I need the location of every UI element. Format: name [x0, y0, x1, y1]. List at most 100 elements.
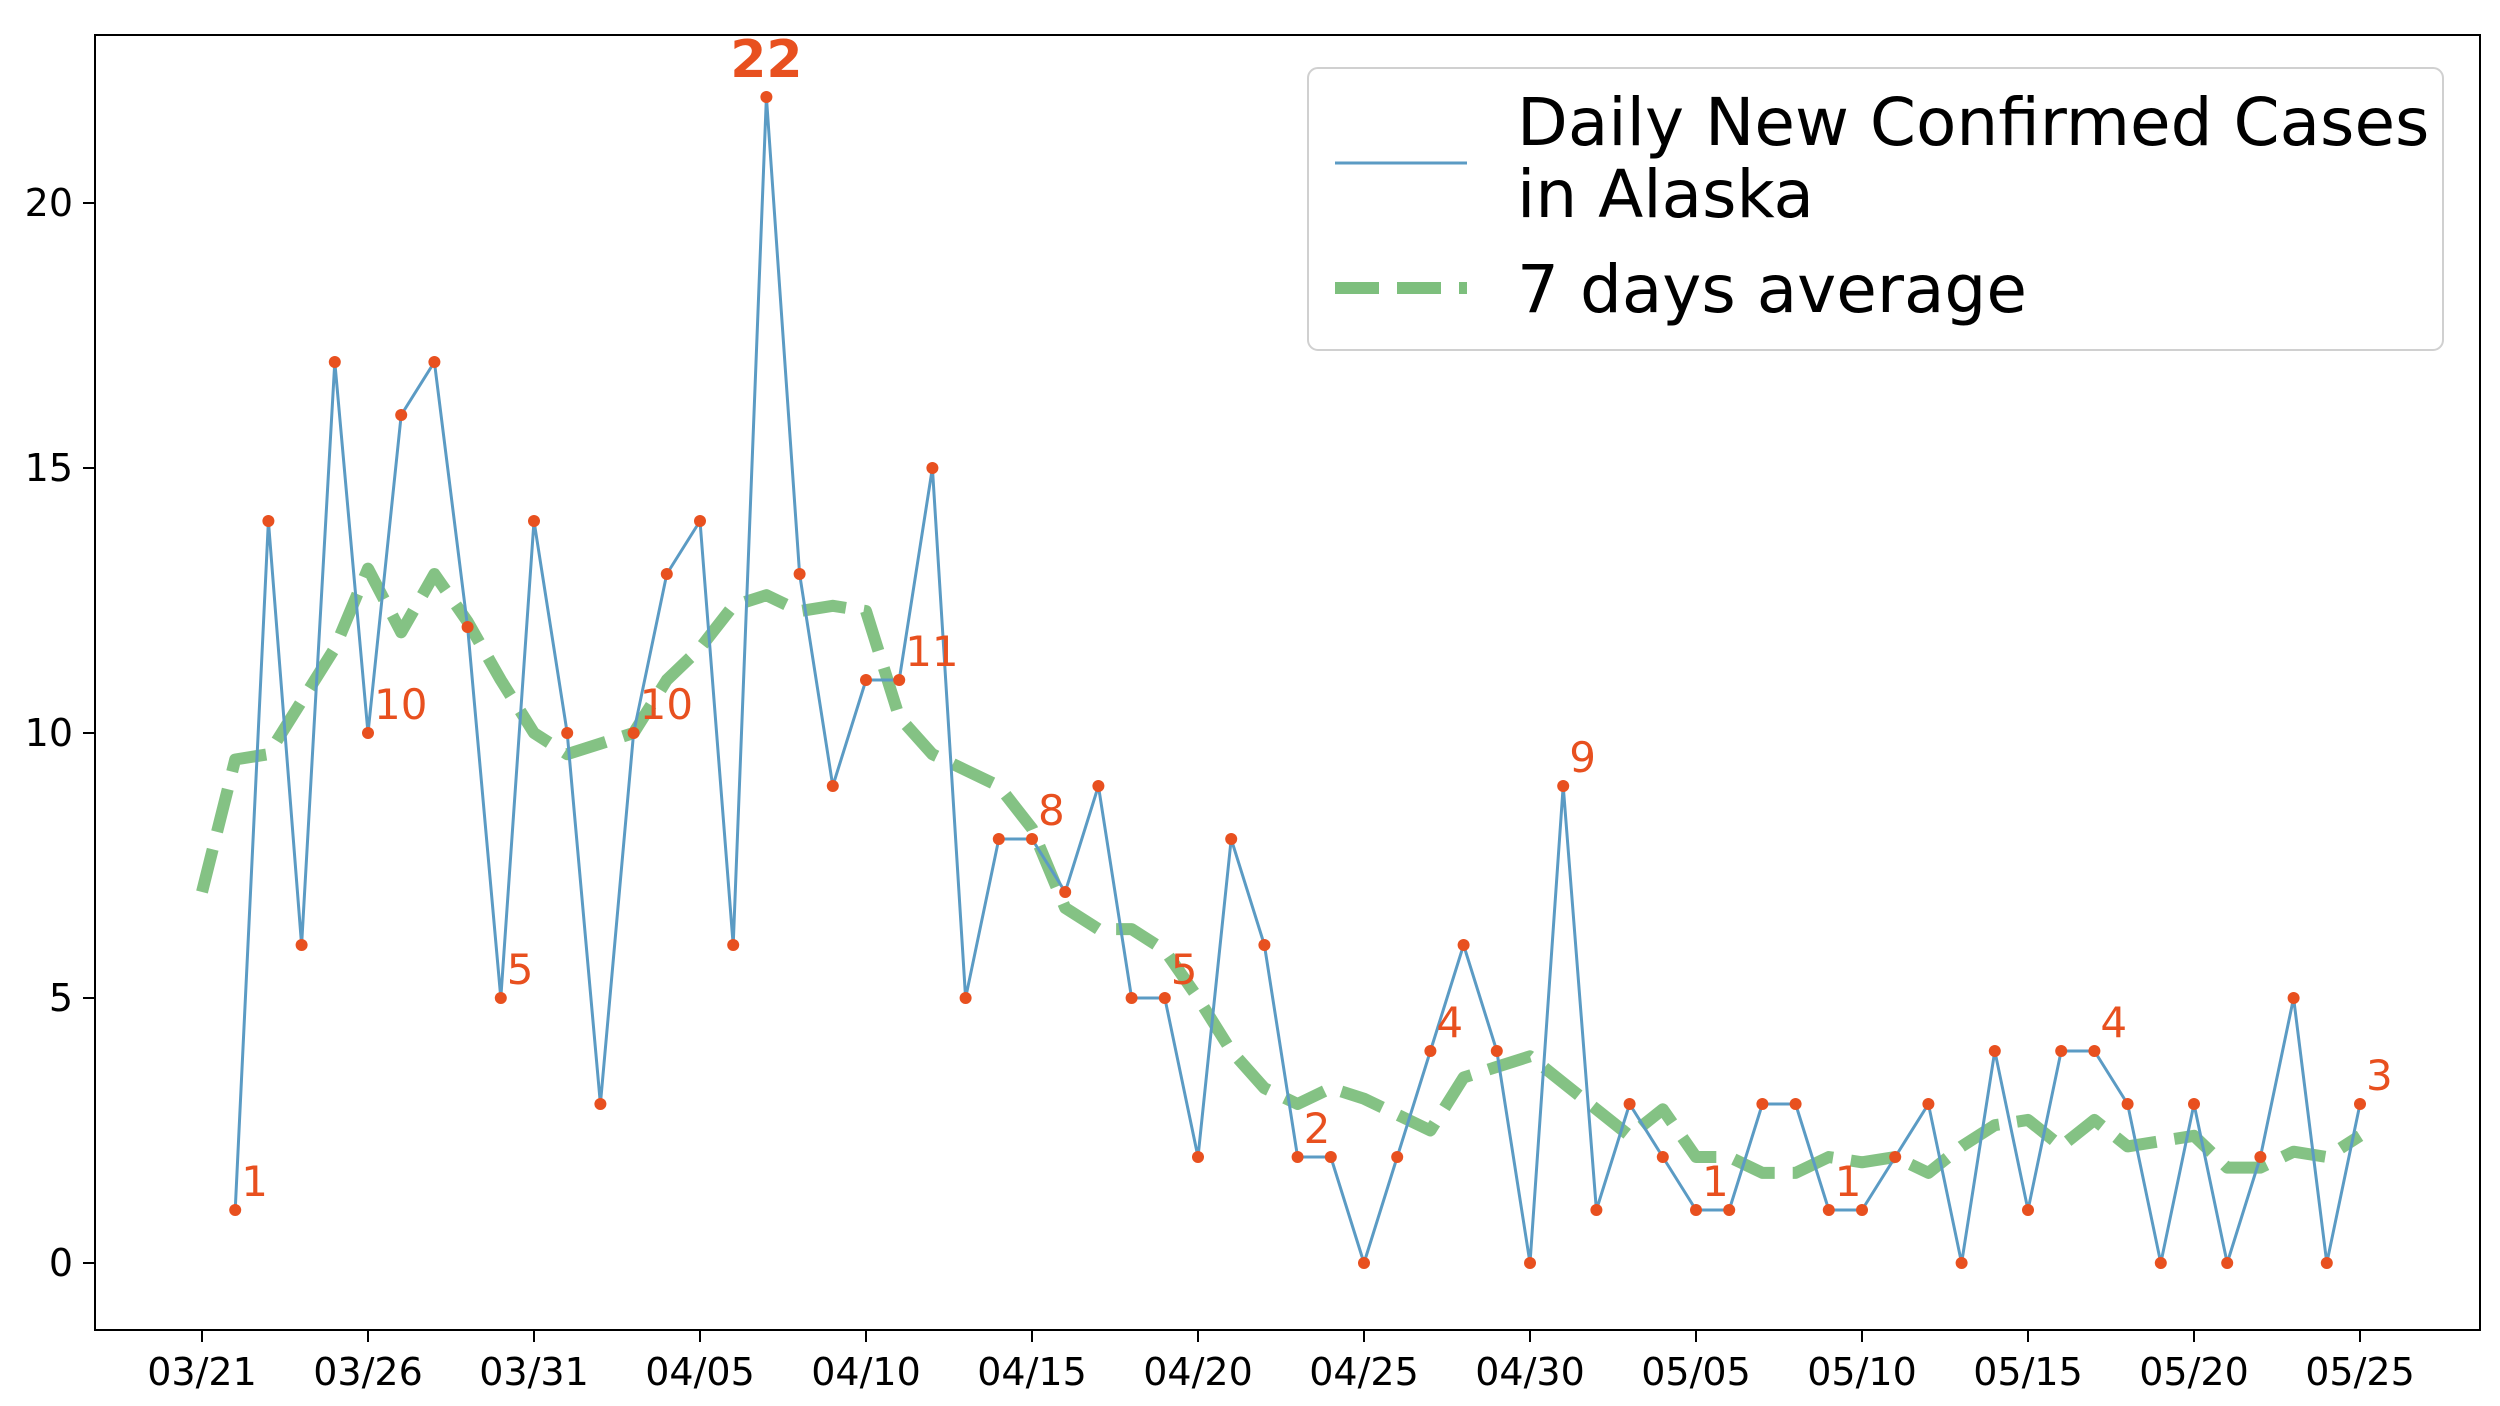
data-annotation: 1: [241, 1157, 268, 1206]
legend-label-daily-cases-line2: in Alaska: [1517, 156, 1814, 233]
data-point: [1490, 1045, 1503, 1057]
data-annotation: 10: [640, 680, 693, 729]
data-point: [1358, 1257, 1370, 1269]
data-point: [1125, 992, 1138, 1004]
data-point: [1988, 1045, 2001, 1057]
data-point: [660, 568, 673, 580]
legend: Daily New Confirmed Cases in Alaska 7 da…: [1307, 67, 2450, 351]
y-tick-label: 15: [25, 446, 73, 490]
x-tick-label: 05/25: [2305, 1350, 2415, 1394]
data-point: [295, 939, 308, 951]
data-point: [793, 568, 806, 580]
x-tick-label: 05/20: [2139, 1350, 2249, 1394]
data-annotation: 11: [905, 627, 958, 676]
data-point: [1258, 939, 1271, 951]
data-point: [229, 1204, 242, 1216]
x-tick-label: 05/15: [1973, 1350, 2083, 1394]
data-point: [2121, 1098, 2134, 1110]
data-point: [1557, 780, 1570, 792]
data-annotation: 2: [1304, 1104, 1331, 1153]
data-point: [561, 727, 574, 739]
data-point: [2354, 1098, 2366, 1110]
data-annotation: 8: [1038, 786, 1065, 835]
data-annotation: 1: [1702, 1157, 1729, 1206]
data-point: [1324, 1151, 1337, 1163]
x-tick-label: 04/25: [1309, 1350, 1419, 1394]
data-point: [2088, 1045, 2101, 1057]
y-tick-label: 5: [49, 976, 73, 1020]
legend-box: [1307, 67, 2444, 351]
data-point: [262, 515, 275, 527]
data-point: [992, 833, 1005, 845]
data-point: [594, 1098, 607, 1110]
data-point: [1690, 1204, 1702, 1216]
y-tick-label: 10: [25, 711, 73, 755]
x-tick-label: 04/05: [645, 1350, 755, 1394]
data-point: [2254, 1151, 2267, 1163]
data-annotation: 5: [1171, 945, 1198, 994]
data-point: [395, 409, 408, 421]
legend-label-7-day-average: 7 days average: [1517, 251, 2027, 328]
data-point: [2221, 1257, 2234, 1269]
legend-label-daily-cases: Daily New Confirmed Cases in Alaska: [1517, 84, 2450, 233]
data-point: [1822, 1204, 1835, 1216]
legend-label-daily-cases-line1: Daily New Confirmed Cases: [1517, 84, 2429, 161]
data-point: [362, 727, 374, 739]
data-annotation: 3: [2366, 1051, 2393, 1100]
x-tick-label: 03/21: [147, 1350, 257, 1394]
data-point: [893, 674, 906, 686]
data-point: [528, 515, 540, 527]
data-point: [2055, 1045, 2068, 1057]
data-annotation: 1: [1835, 1157, 1862, 1206]
x-tick-label: 04/20: [1143, 1350, 1253, 1394]
data-point: [2022, 1204, 2034, 1216]
data-point: [461, 621, 474, 633]
data-annotation: 9: [1569, 733, 1596, 782]
data-point: [1457, 939, 1470, 951]
data-point: [1391, 1151, 1404, 1163]
data-point: [1026, 833, 1038, 845]
data-point: [727, 939, 740, 951]
data-point: [1225, 833, 1238, 845]
data-point: [2320, 1257, 2333, 1269]
data-point: [494, 992, 507, 1004]
peak-annotation: 22: [730, 30, 802, 90]
data-point: [1192, 1151, 1204, 1163]
x-tick-label: 03/26: [313, 1350, 423, 1394]
marker-layer: [229, 91, 2366, 1269]
data-point: [328, 356, 341, 368]
plot-frame: [94, 34, 2481, 1331]
data-point: [1524, 1257, 1536, 1269]
data-point: [926, 462, 939, 474]
data-point: [2188, 1098, 2200, 1110]
data-point: [1889, 1151, 1902, 1163]
data-point: [2154, 1257, 2167, 1269]
data-point: [1922, 1098, 1935, 1110]
data-annotation: 5: [507, 945, 534, 994]
data-point: [2287, 992, 2300, 1004]
data-point: [1092, 780, 1105, 792]
data-annotation: 4: [2100, 998, 2127, 1047]
data-point: [760, 91, 773, 103]
x-tick-label: 04/15: [977, 1350, 1087, 1394]
data-point: [1623, 1098, 1636, 1110]
data-point: [1955, 1257, 1968, 1269]
data-point: [1789, 1098, 1802, 1110]
data-point: [1723, 1204, 1736, 1216]
data-point: [428, 356, 441, 368]
y-tick-label: 0: [49, 1241, 73, 1285]
data-point: [1756, 1098, 1769, 1110]
data-annotation: 10: [374, 680, 427, 729]
data-point: [694, 515, 706, 527]
data-point: [627, 727, 640, 739]
data-point: [959, 992, 972, 1004]
data-point: [1059, 886, 1072, 898]
data-point: [1424, 1045, 1437, 1057]
data-point: [1291, 1151, 1304, 1163]
data-annotation: 4: [1436, 998, 1463, 1047]
data-point: [1856, 1204, 1868, 1216]
x-tick-label: 05/05: [1641, 1350, 1751, 1394]
